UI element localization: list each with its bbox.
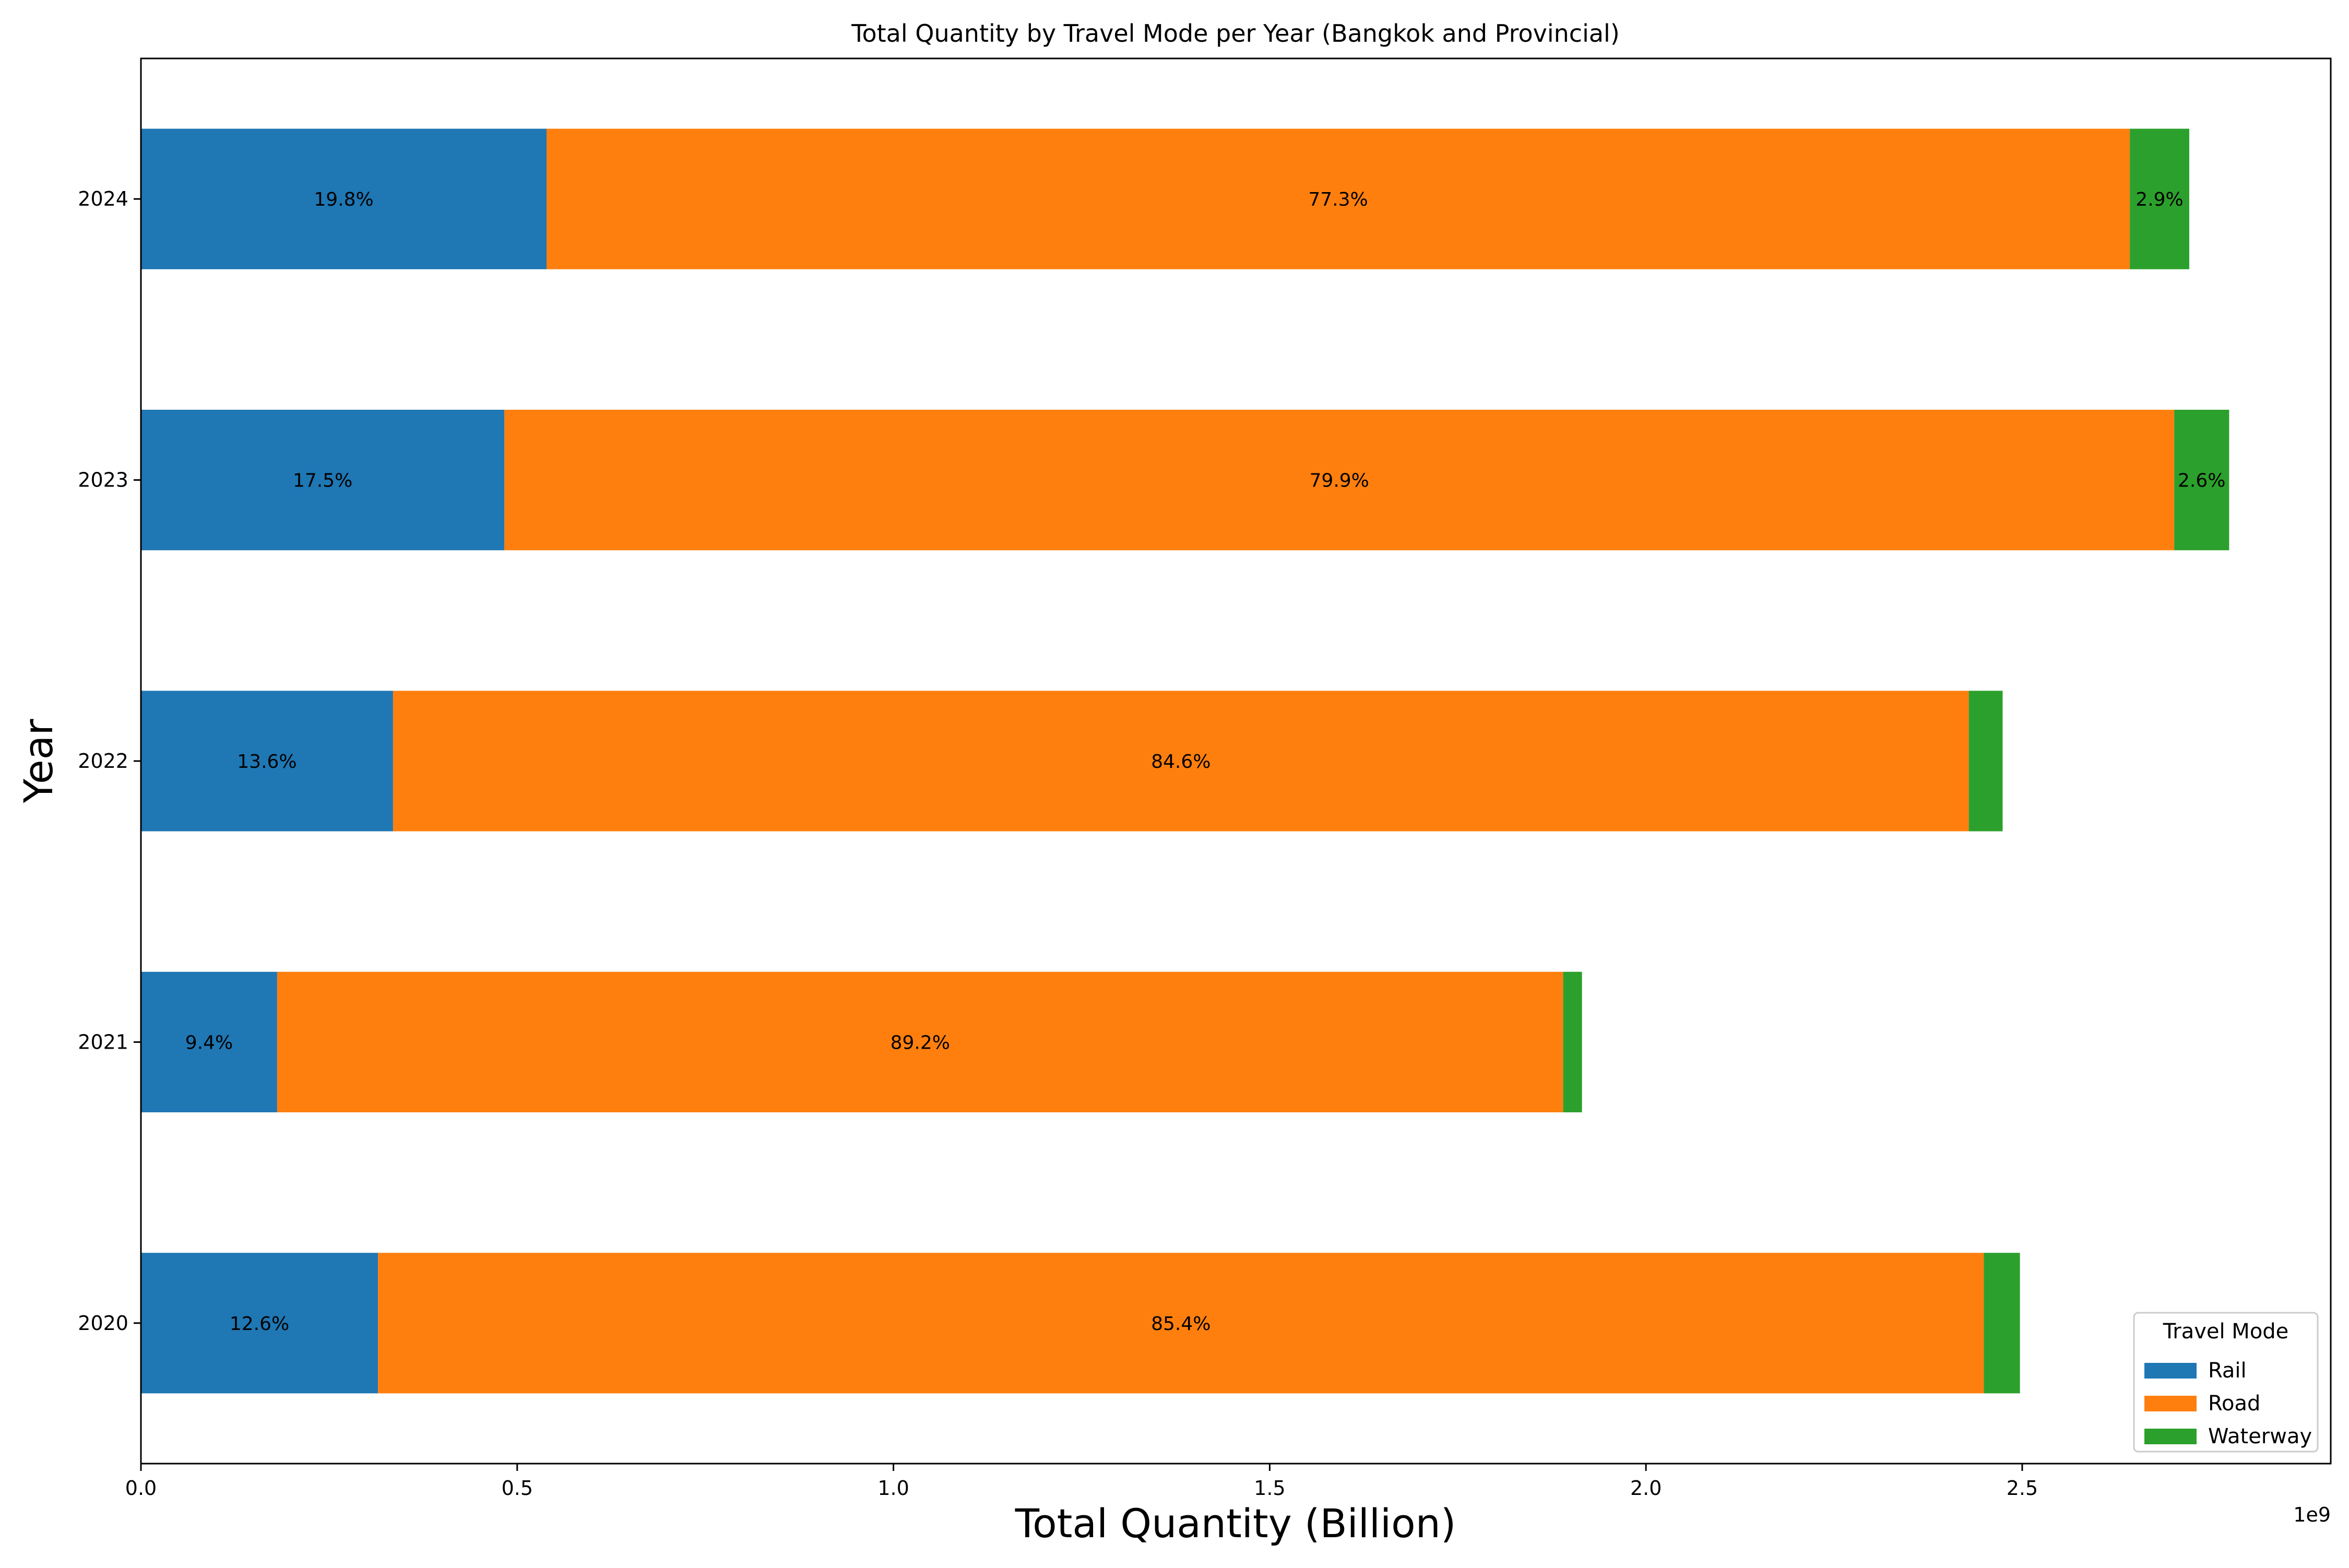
legend-swatch-rail — [2144, 1363, 2197, 1379]
bar-road-2023 — [504, 410, 2175, 551]
legend-entries: Rail Road Waterway — [2144, 1359, 2312, 1448]
chart-title: Total Quantity by Travel Mode per Year (… — [851, 19, 1620, 47]
legend-label-rail: Rail — [2208, 1359, 2247, 1383]
legend-label-waterway: Waterway — [2208, 1424, 2312, 1448]
bar-waterway-2022 — [1968, 691, 2003, 831]
legend-title: Travel Mode — [2163, 1320, 2289, 1344]
y-axis-label: Year — [15, 719, 62, 804]
bar-road-2022 — [393, 691, 1969, 831]
x-axis-offset-label: 1e9 — [2293, 1503, 2331, 1526]
bar-label-road-2022: 84.6% — [1151, 751, 1211, 773]
x-axis-ticks: 0.0 0.5 1.0 1.5 2.0 2.5 — [125, 1464, 2038, 1500]
bar-road-2020 — [378, 1253, 1984, 1394]
bar-label-rail-2022: 13.6% — [237, 751, 296, 773]
bar-waterway-2020 — [1984, 1253, 2020, 1394]
legend-label-road: Road — [2208, 1392, 2260, 1416]
bar-rail-2021 — [141, 971, 277, 1112]
bars-layer — [141, 128, 2229, 1394]
bar-waterway-2021 — [1563, 971, 1582, 1112]
bar-label-rail-2020: 12.6% — [230, 1313, 289, 1335]
bar-label-road-2023: 79.9% — [1310, 470, 1369, 492]
bar-labels-layer: 12.6% 85.4% 9.4% 89.2% 13.6% 84.6% 17.5% 79.9% 2… — [185, 189, 2226, 1335]
x-tick-label: 2.5 — [2007, 1477, 2038, 1500]
x-tick-label: 0.5 — [502, 1477, 533, 1500]
legend-box — [2133, 1312, 2319, 1453]
bar-label-rail-2021: 9.4% — [185, 1032, 233, 1053]
bar-rail-2022 — [141, 691, 393, 831]
bar-label-waterway-2024: 2.9% — [2136, 189, 2183, 210]
bar-rail-2023 — [141, 410, 505, 551]
bar-label-road-2020: 85.4% — [1151, 1313, 1211, 1335]
bar-label-waterway-2023: 2.6% — [2178, 470, 2225, 492]
bar-label-rail-2023: 17.5% — [293, 470, 352, 492]
x-tick-label: 1.0 — [877, 1477, 909, 1500]
y-tick-label-2022: 2022 — [78, 750, 128, 773]
bar-waterway-2024 — [2130, 128, 2189, 269]
y-tick-label-2020: 2020 — [78, 1312, 128, 1335]
legend: Travel Mode Rail Road Waterway — [2133, 1312, 2319, 1453]
bar-rail-2020 — [141, 1253, 378, 1394]
bar-road-2021 — [277, 971, 1563, 1112]
y-tick-label-2023: 2023 — [78, 469, 128, 492]
x-axis-label: Total Quantity (Billion) — [1015, 1500, 1456, 1547]
bar-road-2024 — [547, 128, 2130, 269]
y-axis-ticks: 2020 2021 2022 2023 2024 — [78, 187, 141, 1335]
y-tick-label-2021: 2021 — [78, 1030, 128, 1053]
y-tick-label-2024: 2024 — [78, 187, 128, 210]
bar-label-road-2024: 77.3% — [1308, 189, 1368, 210]
x-tick-label: 1.5 — [1254, 1477, 1285, 1500]
legend-swatch-road — [2144, 1396, 2197, 1411]
bar-label-road-2021: 89.2% — [891, 1032, 950, 1053]
x-tick-label: 0.0 — [125, 1477, 157, 1500]
bar-waterway-2023 — [2174, 410, 2229, 551]
x-tick-label: 2.0 — [1630, 1477, 1662, 1500]
legend-swatch-waterway — [2144, 1429, 2197, 1444]
bar-rail-2024 — [141, 128, 547, 269]
bar-label-rail-2024: 19.8% — [314, 189, 373, 210]
